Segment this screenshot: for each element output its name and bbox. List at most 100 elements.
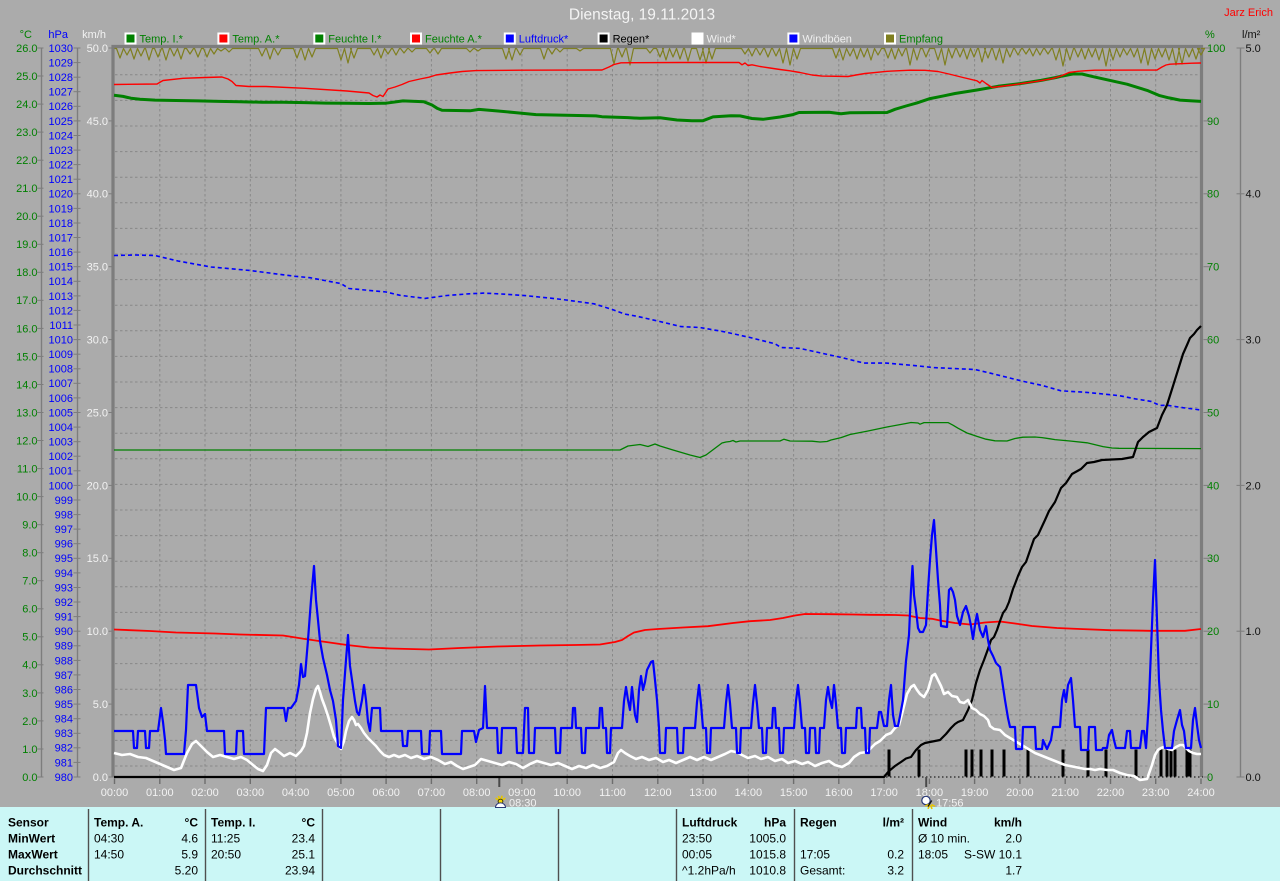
svg-text:20.0: 20.0 [87, 480, 108, 492]
svg-text:00:00: 00:00 [101, 787, 129, 799]
svg-text:2.0: 2.0 [1246, 480, 1261, 492]
svg-text:km/h: km/h [82, 29, 106, 41]
svg-text:5.0: 5.0 [22, 632, 37, 644]
svg-text:8.0: 8.0 [22, 548, 37, 560]
svg-text:20:50: 20:50 [211, 848, 241, 862]
svg-text:20:00: 20:00 [1006, 787, 1034, 799]
svg-text:985: 985 [55, 699, 73, 711]
svg-text:11:25: 11:25 [211, 832, 240, 846]
svg-text:23.94: 23.94 [285, 864, 315, 878]
svg-text:Luftdruck*: Luftdruck* [519, 34, 569, 46]
svg-text:19.0: 19.0 [16, 239, 37, 251]
svg-text:Feuchte A.*: Feuchte A.* [425, 34, 483, 46]
svg-text:1003: 1003 [49, 437, 73, 449]
svg-text:996: 996 [55, 539, 73, 551]
svg-text:20: 20 [1207, 626, 1219, 638]
svg-text:1000: 1000 [49, 480, 73, 492]
svg-text:1010.8: 1010.8 [749, 864, 786, 878]
svg-text:00:05: 00:05 [682, 848, 712, 862]
svg-text:06:00: 06:00 [372, 787, 400, 799]
svg-text:23:50: 23:50 [682, 832, 712, 846]
svg-text:1001: 1001 [49, 466, 73, 478]
svg-text:35.0: 35.0 [87, 262, 108, 274]
svg-text:1004: 1004 [49, 422, 73, 434]
svg-text:993: 993 [55, 582, 73, 594]
svg-text:18:05: 18:05 [918, 848, 948, 862]
svg-text:1.0: 1.0 [1246, 626, 1261, 638]
svg-text:l/m²: l/m² [1242, 29, 1261, 41]
svg-text:3.2: 3.2 [887, 864, 904, 878]
svg-text:1027: 1027 [49, 87, 73, 99]
svg-text:3.0: 3.0 [1246, 335, 1261, 347]
svg-text:14:50: 14:50 [94, 848, 124, 862]
svg-text:Luftdruck: Luftdruck [682, 816, 738, 830]
svg-text:14:00: 14:00 [735, 787, 763, 799]
svg-text:Windböen: Windböen [802, 34, 852, 46]
svg-text:Sensor: Sensor [8, 816, 49, 830]
svg-text:Durchschnitt: Durchschnitt [8, 864, 82, 878]
svg-text:1002: 1002 [49, 451, 73, 463]
svg-text:12:00: 12:00 [644, 787, 672, 799]
svg-text:Dienstag, 19.11.2013: Dienstag, 19.11.2013 [569, 7, 715, 24]
svg-text:1.7: 1.7 [1005, 864, 1022, 878]
svg-text:1.0: 1.0 [22, 744, 37, 756]
svg-text:13.0: 13.0 [16, 407, 37, 419]
svg-text:30.0: 30.0 [87, 335, 108, 347]
svg-text:3.0: 3.0 [22, 688, 37, 700]
svg-text:1020: 1020 [49, 189, 73, 201]
svg-text:1018: 1018 [49, 218, 73, 230]
svg-text:2.0: 2.0 [22, 716, 37, 728]
svg-text:°C: °C [185, 816, 199, 830]
svg-text:1017: 1017 [49, 232, 73, 244]
svg-text:24.0: 24.0 [16, 99, 37, 111]
svg-text:1011: 1011 [49, 320, 73, 332]
svg-text:0: 0 [1207, 772, 1213, 784]
svg-text:80: 80 [1207, 189, 1219, 201]
svg-text:100: 100 [1207, 43, 1225, 55]
svg-text:09:00: 09:00 [508, 787, 536, 799]
svg-text:90: 90 [1207, 116, 1219, 128]
svg-text:22:00: 22:00 [1097, 787, 1125, 799]
svg-text:23:00: 23:00 [1142, 787, 1170, 799]
svg-text:0.2: 0.2 [887, 848, 904, 862]
svg-text:0.0: 0.0 [93, 772, 108, 784]
svg-text:4.0: 4.0 [22, 660, 37, 672]
svg-text:5.0: 5.0 [1246, 43, 1261, 55]
svg-text:1023: 1023 [49, 145, 73, 157]
svg-text:Temp. A.*: Temp. A.* [232, 34, 280, 46]
svg-text:10:00: 10:00 [553, 787, 581, 799]
svg-text:26.0: 26.0 [16, 43, 37, 55]
svg-text:21:00: 21:00 [1051, 787, 1079, 799]
svg-text:%: % [1205, 29, 1215, 41]
svg-text:5.20: 5.20 [175, 864, 199, 878]
svg-text:986: 986 [55, 684, 73, 696]
svg-text:15.0: 15.0 [87, 553, 108, 565]
svg-text:998: 998 [55, 510, 73, 522]
svg-text:1013: 1013 [49, 291, 73, 303]
svg-text:997: 997 [55, 524, 73, 536]
svg-text:984: 984 [55, 714, 73, 726]
svg-text:991: 991 [55, 612, 73, 624]
svg-text:Wind*: Wind* [707, 34, 737, 46]
svg-text:Temp. I.*: Temp. I.* [140, 34, 184, 46]
svg-text:10: 10 [1207, 699, 1219, 711]
svg-text:20.0: 20.0 [16, 211, 37, 223]
svg-text:1009: 1009 [49, 349, 73, 361]
svg-text:02:00: 02:00 [191, 787, 219, 799]
svg-text:45.0: 45.0 [87, 116, 108, 128]
svg-text:30: 30 [1207, 553, 1219, 565]
svg-text:982: 982 [55, 743, 73, 755]
svg-text:1029: 1029 [49, 58, 73, 70]
svg-text:6.0: 6.0 [22, 604, 37, 616]
svg-text:1016: 1016 [49, 247, 73, 259]
svg-text:Empfang: Empfang [899, 34, 943, 46]
svg-text:08:30: 08:30 [509, 798, 537, 810]
svg-text:5.0: 5.0 [93, 699, 108, 711]
svg-text:0.0: 0.0 [1246, 772, 1261, 784]
svg-text:25.1: 25.1 [292, 848, 316, 862]
svg-text:21.0: 21.0 [16, 183, 37, 195]
svg-text:S-SW 10.1: S-SW 10.1 [964, 848, 1022, 862]
svg-text:1015: 1015 [49, 262, 73, 274]
svg-text:23.4: 23.4 [292, 832, 316, 846]
svg-text:992: 992 [55, 597, 73, 609]
